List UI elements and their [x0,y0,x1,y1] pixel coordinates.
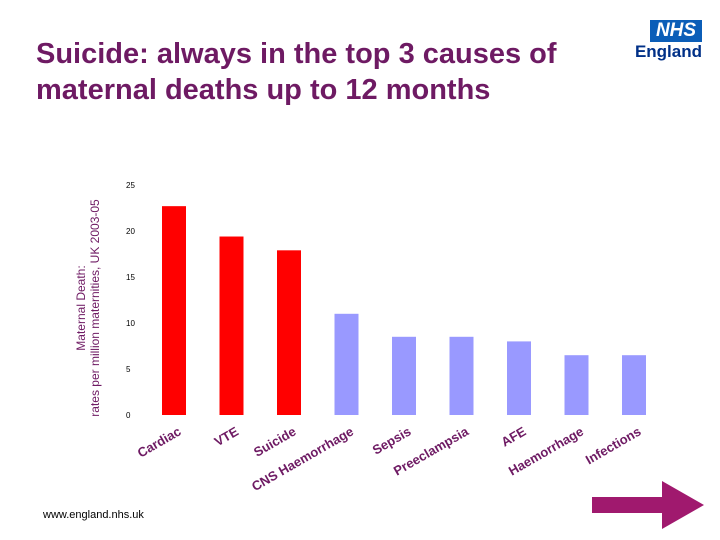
category-label: Infections [583,424,644,468]
y-ticks: 0 5 10 15 20 25 [126,181,135,420]
category-label: Cardiac [135,424,184,461]
bar-cns-haemorrhage [334,313,359,415]
bars [162,206,646,415]
y-tick-label: 20 [126,227,135,236]
category-label: AFE [498,423,528,449]
y-tick-label: 25 [126,181,135,190]
y-tick-label: 15 [126,273,135,282]
footer-url: www.england.nhs.uk [43,509,144,521]
right-arrow-icon [592,481,704,529]
y-tick-label: 10 [126,319,135,328]
bar-vte [219,236,244,415]
category-label: Suicide [251,424,299,460]
nhs-logo-text: England [634,42,702,61]
bar-suicide [277,250,301,415]
bar-haemorrhage [564,355,589,415]
bar-afe [507,341,531,415]
bar-cardiac [162,206,186,415]
category-label: CNS Haemorrhage [249,424,356,494]
y-tick-label: 5 [126,365,131,374]
category-label: Sepsis [370,424,414,458]
category-label: VTE [212,423,242,449]
bar-sepsis [392,336,416,415]
bar-infections [622,355,646,415]
y-tick-label: 0 [126,411,131,420]
slide-title: Suicide: always in the top 3 causes of m… [36,38,557,106]
bar-preeclampsia [449,336,474,415]
nhs-logo-box: NHS [650,20,702,42]
